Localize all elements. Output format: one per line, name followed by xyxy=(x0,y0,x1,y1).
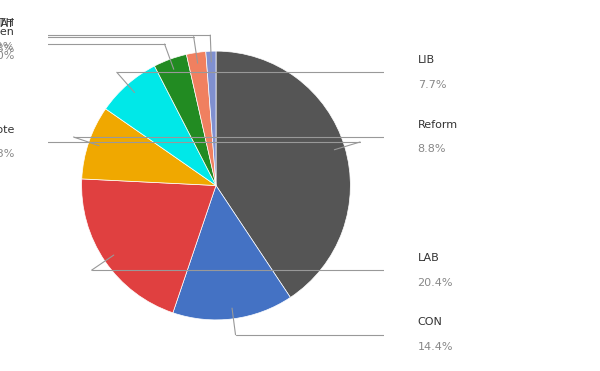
Text: NAT: NAT xyxy=(0,19,14,29)
Wedge shape xyxy=(106,66,216,186)
Text: 4.0%: 4.0% xyxy=(0,52,14,62)
Text: No Vote: No Vote xyxy=(0,125,14,135)
Wedge shape xyxy=(82,109,216,186)
Wedge shape xyxy=(216,51,350,298)
Text: Reform: Reform xyxy=(418,119,458,129)
Text: 7.7%: 7.7% xyxy=(418,80,446,90)
Wedge shape xyxy=(187,52,216,186)
Text: OTH: OTH xyxy=(0,18,14,28)
Text: 14.4%: 14.4% xyxy=(418,342,453,352)
Text: 2.3%: 2.3% xyxy=(0,44,14,54)
Wedge shape xyxy=(154,55,216,186)
Text: 8.8%: 8.8% xyxy=(418,144,446,154)
Text: LIB: LIB xyxy=(418,55,435,65)
Text: CON: CON xyxy=(418,317,442,327)
Wedge shape xyxy=(173,186,290,320)
Text: 1.2%: 1.2% xyxy=(0,42,14,52)
Wedge shape xyxy=(82,179,216,313)
Text: 40.3%: 40.3% xyxy=(0,150,14,160)
Text: Green: Green xyxy=(0,27,14,37)
Text: 20.4%: 20.4% xyxy=(418,278,453,288)
Wedge shape xyxy=(206,51,216,186)
Text: LAB: LAB xyxy=(418,253,439,263)
